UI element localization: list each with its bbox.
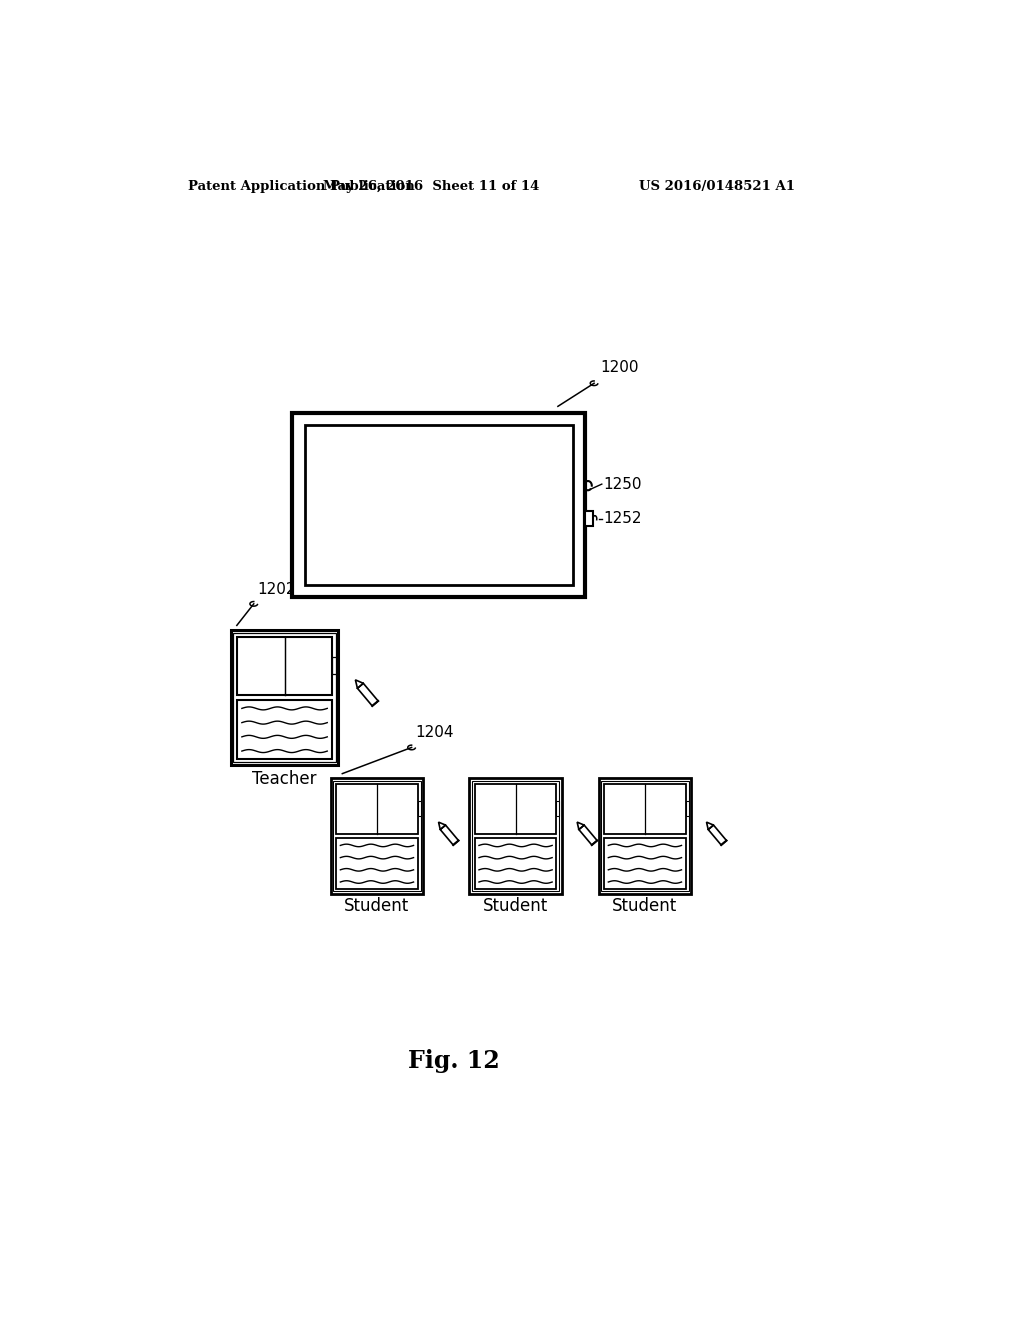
- Text: Patent Application Publication: Patent Application Publication: [188, 181, 415, 194]
- Bar: [472, 780, 559, 891]
- Bar: [332, 657, 336, 675]
- Bar: [336, 838, 418, 890]
- Polygon shape: [579, 825, 597, 845]
- Text: 1204: 1204: [416, 725, 454, 739]
- Polygon shape: [578, 822, 584, 829]
- Bar: [238, 636, 332, 694]
- Polygon shape: [438, 822, 445, 829]
- Text: May 26, 2016  Sheet 11 of 14: May 26, 2016 Sheet 11 of 14: [323, 181, 539, 194]
- Bar: [475, 838, 556, 890]
- Bar: [556, 801, 559, 816]
- Text: Student: Student: [612, 898, 678, 915]
- Bar: [601, 780, 689, 891]
- Bar: [333, 780, 421, 891]
- Polygon shape: [709, 825, 726, 845]
- Text: 1200: 1200: [600, 360, 639, 375]
- Bar: [292, 413, 585, 598]
- Text: US 2016/0148521 A1: US 2016/0148521 A1: [639, 181, 795, 194]
- Bar: [469, 779, 562, 894]
- Bar: [304, 425, 572, 585]
- Text: Student: Student: [483, 898, 548, 915]
- Bar: [604, 838, 686, 890]
- Bar: [331, 779, 423, 894]
- Bar: [585, 511, 593, 527]
- Text: Teacher: Teacher: [252, 770, 316, 788]
- Polygon shape: [357, 684, 378, 706]
- Bar: [686, 801, 689, 816]
- Text: 1252: 1252: [603, 511, 642, 527]
- Bar: [230, 630, 339, 764]
- Text: 1250: 1250: [603, 477, 642, 491]
- Bar: [238, 700, 332, 759]
- Polygon shape: [707, 822, 714, 829]
- Text: Fig. 12: Fig. 12: [409, 1049, 500, 1073]
- Text: Student: Student: [344, 898, 410, 915]
- Bar: [418, 801, 421, 816]
- Bar: [233, 632, 336, 762]
- Bar: [604, 784, 686, 834]
- Bar: [336, 784, 418, 834]
- Polygon shape: [440, 825, 459, 845]
- Text: 1202: 1202: [258, 582, 296, 598]
- Polygon shape: [355, 680, 364, 688]
- Bar: [599, 779, 691, 894]
- Bar: [475, 784, 556, 834]
